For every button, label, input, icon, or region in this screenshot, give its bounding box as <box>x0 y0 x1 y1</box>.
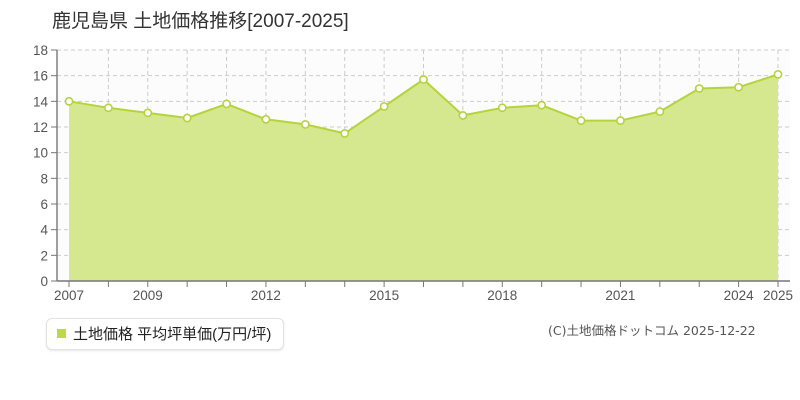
data-point-marker <box>576 116 586 125</box>
x-axis-tick-label: 2009 <box>133 288 163 303</box>
data-point-marker <box>497 103 507 113</box>
data-point-marker <box>261 114 271 124</box>
data-point-marker <box>340 129 350 138</box>
y-axis-tick-label: 4 <box>40 223 48 238</box>
data-point-marker <box>64 96 74 106</box>
data-point-marker <box>773 69 783 79</box>
y-axis-tick-label: 10 <box>33 146 48 161</box>
y-axis-tick-label: 0 <box>40 274 48 289</box>
y-axis-tick-label: 12 <box>33 120 48 135</box>
page-title: 鹿児島県 土地価格推移[2007-2025] <box>52 11 349 32</box>
y-axis-tick-label: 8 <box>40 171 48 186</box>
data-point-marker <box>300 120 310 129</box>
data-point-marker <box>694 84 704 93</box>
y-axis-tick-label: 16 <box>33 69 48 84</box>
data-point-marker <box>616 116 625 125</box>
x-axis-tick-label: 2012 <box>251 288 281 303</box>
data-point-marker <box>103 103 113 113</box>
data-point-marker <box>537 100 547 110</box>
x-axis-tick-label: 2007 <box>54 288 84 303</box>
x-axis-tick-label: 2018 <box>487 288 517 303</box>
copyright-credit: (C)土地価格ドットコム 2025-12-22 <box>548 323 756 338</box>
y-axis-tick-label: 6 <box>40 197 48 212</box>
x-axis-tick-label: 2024 <box>724 288 755 303</box>
series-area <box>69 74 778 282</box>
legend-label: 土地価格 平均坪単価(万円/坪) <box>73 326 272 343</box>
x-axis-tick-label: 2015 <box>369 288 399 303</box>
data-point-marker <box>222 99 231 109</box>
data-point-marker <box>379 102 389 111</box>
chart-legend: 土地価格 平均坪単価(万円/坪) <box>46 318 285 350</box>
data-point-marker <box>182 113 192 123</box>
y-axis-tick-label: 2 <box>40 248 48 263</box>
data-point-marker <box>143 108 153 118</box>
x-axis-tick-label: 2021 <box>605 288 635 303</box>
data-point-marker <box>458 111 468 120</box>
data-point-marker <box>734 82 744 92</box>
legend-swatch-icon <box>57 329 66 338</box>
y-axis-tick-label: 18 <box>33 43 48 58</box>
data-point-marker <box>655 107 665 116</box>
x-axis-tick-label: 2025 <box>763 288 793 303</box>
data-point-marker <box>419 75 428 84</box>
y-axis-tick-label: 14 <box>33 94 49 109</box>
